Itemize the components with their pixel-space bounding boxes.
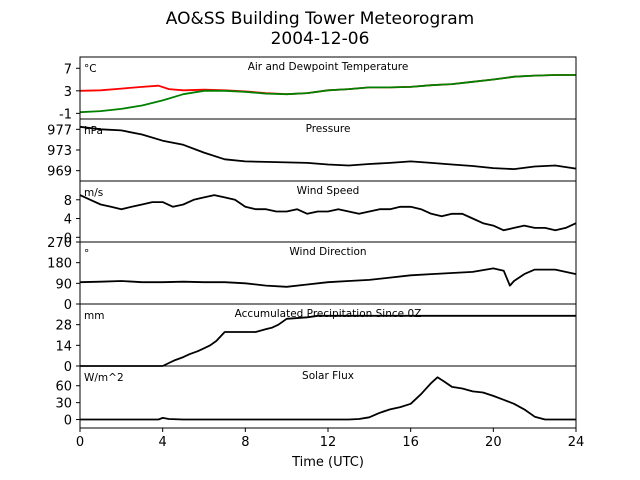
xtick-label: 24 [568,435,585,450]
panel-1-title: Air and Dewpoint Temperature [248,61,409,73]
panel-5-series-line-1 [80,314,576,367]
panel-2-series-line-1 [79,125,577,171]
panel-6-series-line-1 [80,376,576,421]
panel-1-ytick-label: -1 [59,107,72,122]
x-axis-label: Time (UTC) [291,455,364,470]
panel-4-ytick-label: 180 [47,257,72,272]
panel-6-unit: W/m^2 [84,372,124,384]
xtick-label: 16 [402,435,419,450]
figure-title: AO&SS Building Tower Meteorogram [165,9,475,29]
panel-5-ytick-label: 0 [64,360,72,375]
panel-5-unit: mm [84,310,104,322]
xtick-label: 8 [241,435,249,450]
panel-1-ytick-label: 3 [64,85,72,100]
panel-4-series-line-1 [79,267,577,288]
xtick-label: 4 [159,435,167,450]
panel-2-ytick-label: 973 [47,144,72,159]
panel-3-ytick-label: 0 [64,231,72,246]
xtick-label: 20 [485,435,502,450]
panel-4-ytick-label: 270 [47,236,72,251]
panel-1-series-line-2 [79,74,576,114]
panel-1-ytick-label: 7 [64,62,72,77]
panel-6-ytick-label: 60 [55,380,72,395]
panel-2-unit: hPa [84,125,103,137]
panel-3-ytick-label: 8 [64,194,72,209]
panel-2-title: Pressure [306,123,351,135]
panel-6-ytick-label: 0 [64,414,72,429]
panel-5-ytick-label: 28 [55,319,72,334]
panel-4-ytick-label: 0 [64,298,72,313]
panel-4-ytick-label: 90 [55,277,72,292]
figure-date: 2004-12-06 [270,29,370,49]
panel-3-series-line-1 [79,194,577,232]
panel-2-ytick-label: 969 [47,165,72,180]
panel-3-ytick-label: 4 [64,213,72,228]
panel-2-ytick-label: 977 [47,123,72,138]
panel-6-ytick-label: 30 [55,397,72,412]
panel-3-title: Wind Speed [297,185,360,197]
xtick-label: 12 [320,435,337,450]
panel-6-title: Solar Flux [302,370,354,382]
panel-4-title: Wind Direction [289,246,366,258]
panel-1-unit: °C [84,63,97,75]
panel-3-unit: m/s [84,187,103,199]
panel-5-title: Accumulated Precipitation Since 0Z [235,308,422,320]
panel-4-unit: ° [84,248,89,260]
panel-5-ytick-label: 14 [55,339,72,354]
xtick-label: 0 [76,435,84,450]
